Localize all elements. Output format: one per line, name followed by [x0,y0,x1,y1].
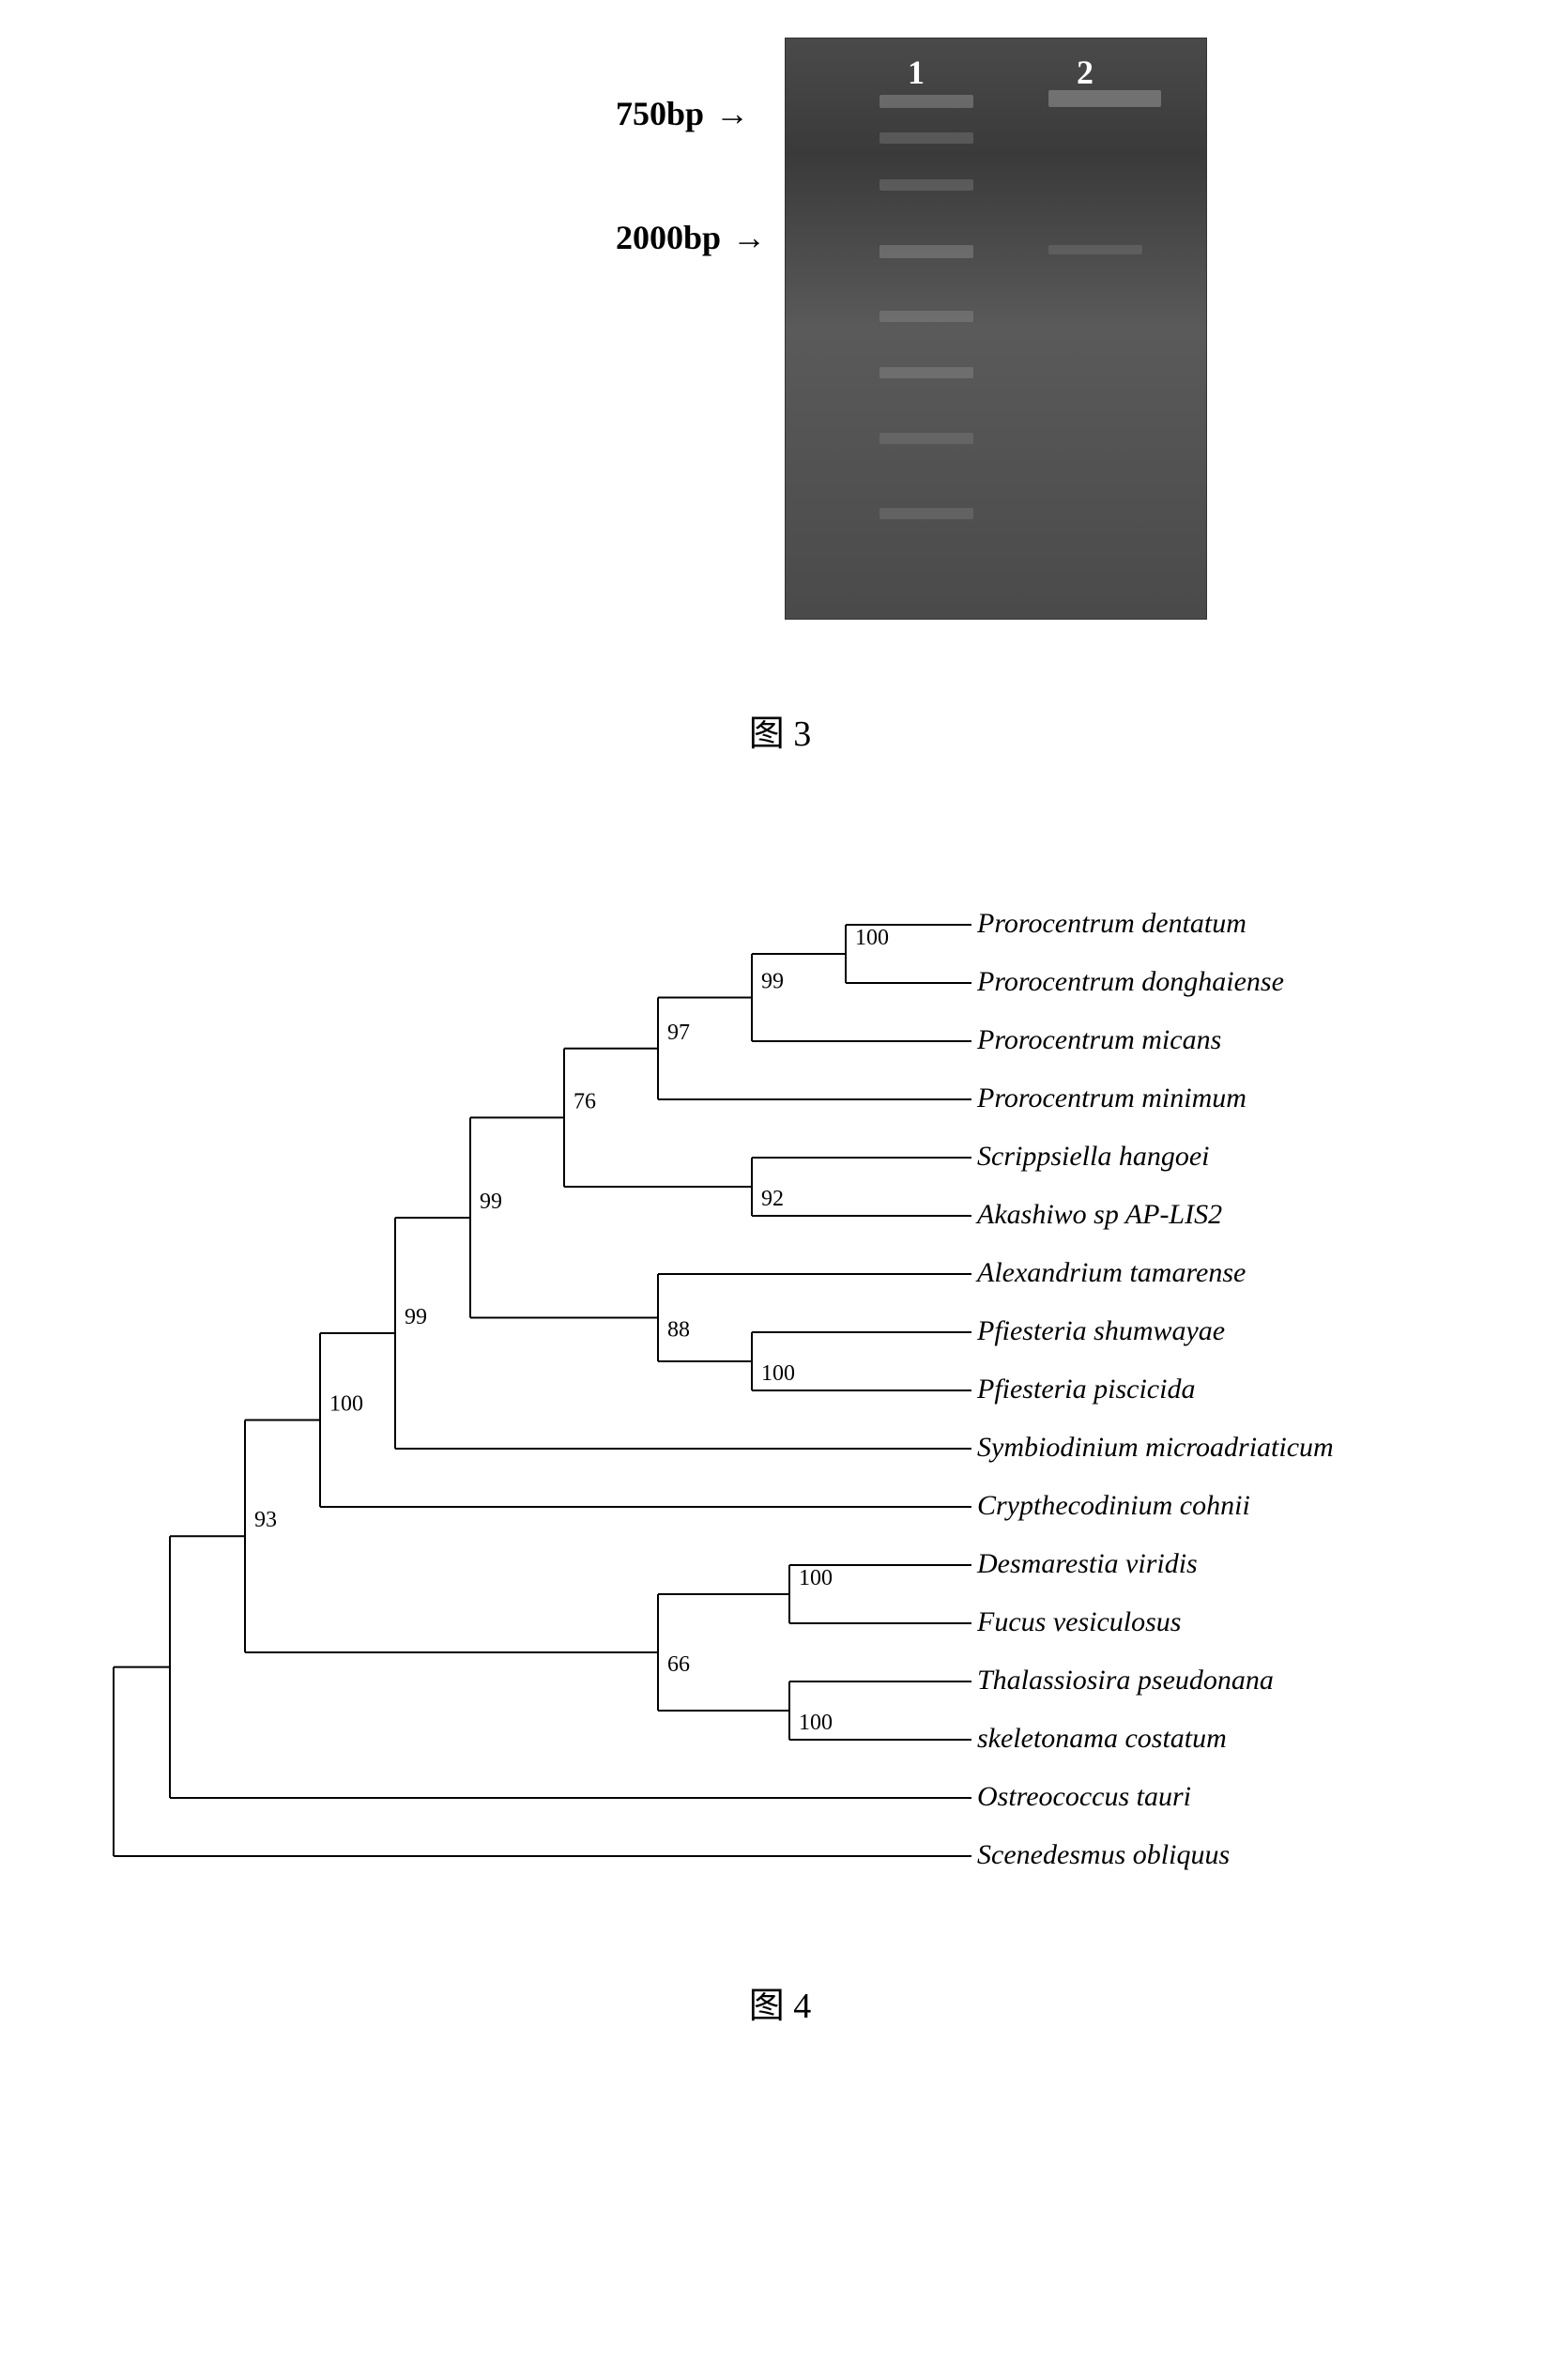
bootstrap-value: 100 [799,1711,833,1735]
bootstrap-value: 99 [761,970,784,994]
lane-label: 2 [1077,53,1094,92]
gel-label-text: 750bp [616,94,704,133]
gel-label-row: 750bp → [616,94,766,133]
figure-4: Prorocentrum dentatum Prorocentrum dongha… [75,868,1485,2028]
phylogenetic-tree: Prorocentrum dentatum Prorocentrum dongha… [76,868,1484,1920]
taxon-label: Crypthecodinium cohnii [977,1490,1250,1521]
taxon-label: Alexandrium tamarense [975,1257,1246,1288]
figure-4-caption: 图 4 [75,1976,1485,2028]
taxon-label: Pfiesteria piscicida [976,1374,1195,1405]
gel-band [879,311,973,322]
bootstrap-value: 100 [855,926,889,950]
gel-band [879,508,973,519]
taxon-label: Akashiwo sp AP-LIS2 [975,1199,1222,1230]
gel-label-text: 2000bp [616,218,721,257]
taxon-label: Fucus vesiculosus [976,1606,1181,1637]
gel-band [879,179,973,191]
lane-label: 1 [908,53,925,92]
taxon-label: Scenedesmus obliquus [977,1839,1230,1870]
gel-label-row: 2000bp → [616,218,766,257]
bootstrap-value: 92 [761,1187,784,1211]
taxon-label: Symbiodinium microadriaticum [977,1432,1334,1463]
taxon-label: Prorocentrum donghaiense [976,966,1284,997]
bootstrap-value: 100 [329,1391,363,1416]
bootstrap-value: 99 [480,1190,502,1214]
gel-band [879,245,973,258]
taxon-label: Prorocentrum dentatum [976,908,1246,939]
bootstrap-value: 76 [574,1089,596,1113]
bootstrap-value: 100 [761,1361,795,1386]
gel-image: 12 [785,38,1207,620]
taxon-label: skeletonama costatum [977,1723,1227,1754]
arrow-right-icon: → [732,218,766,257]
gel-container: 750bp→2000bp→ 12 [616,38,1207,620]
bootstrap-value: 93 [254,1508,277,1532]
gel-band [1048,245,1142,254]
arrow-right-icon: → [715,94,749,133]
bootstrap-value: 97 [667,1021,690,1045]
gel-band [879,433,973,444]
bootstrap-value: 88 [667,1318,690,1343]
taxon-label: Desmarestia viridis [976,1548,1198,1579]
taxon-label: Ostreococcus tauri [977,1781,1191,1812]
figure-3: 750bp→2000bp→ 12 图 3 [75,38,1485,756]
figure-3-caption: 图 3 [749,704,812,756]
gel-size-labels: 750bp → 2000bp → [616,38,766,342]
bootstrap-value: 99 [405,1305,427,1329]
bootstrap-value: 100 [799,1566,833,1590]
bootstrap-value: 66 [667,1652,690,1677]
gel-band [879,132,973,144]
taxon-label: Scrippsiella hangoei [977,1141,1209,1172]
gel-band [879,367,973,378]
taxon-label: Thalassiosira pseudonana [977,1665,1274,1696]
gel-band [879,95,973,108]
taxon-label: Pfiesteria shumwayae [976,1315,1225,1346]
gel-band [1048,90,1161,107]
taxon-label: Prorocentrum micans [976,1024,1221,1055]
taxon-label: Prorocentrum minimum [976,1083,1246,1113]
